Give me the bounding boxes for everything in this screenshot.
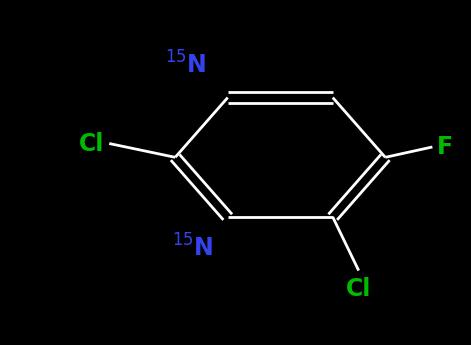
Text: Cl: Cl (79, 131, 105, 156)
Text: $^{15}$N: $^{15}$N (165, 51, 207, 79)
Text: $^{15}$N: $^{15}$N (172, 234, 213, 262)
Text: F: F (437, 135, 453, 159)
Text: Cl: Cl (346, 277, 371, 302)
